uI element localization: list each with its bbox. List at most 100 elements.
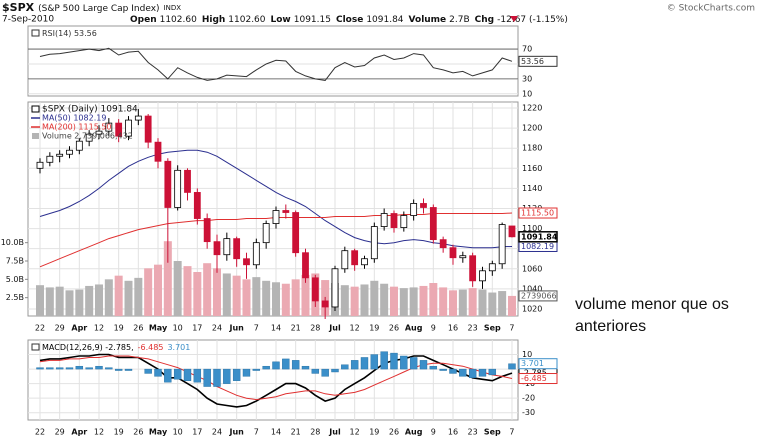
histogram-bar [75, 365, 84, 370]
legend-icon [31, 29, 40, 37]
volume-tick-label: 5.0B [6, 275, 24, 284]
volume-bar [222, 273, 231, 316]
y-tick-label: 1020 [522, 304, 542, 313]
legend-title: $SPX (Daily) 1091.84 [42, 105, 138, 115]
value-tag [518, 55, 558, 67]
legend-entry: MA(50) 1082.19 [42, 114, 106, 123]
candle-body [252, 242, 260, 266]
volume-bar [419, 285, 428, 316]
volume-bar [183, 266, 192, 316]
value-tag-label: 3.701 [521, 359, 544, 368]
y-tick-label: 30 [522, 74, 532, 83]
x-tick-label: 22 [35, 428, 45, 437]
candle-body [105, 122, 113, 132]
x-tick-label: Jul [328, 324, 341, 333]
annotation: anteriores [575, 318, 646, 335]
histogram-bar [213, 368, 221, 387]
volume-bar [360, 284, 369, 316]
x-tick-label: 16 [448, 428, 458, 437]
histogram-bar [55, 367, 64, 370]
quote-label: Close [336, 15, 363, 25]
histogram-bar [321, 368, 329, 377]
x-tick-label: 17 [192, 324, 202, 333]
histogram-bar [272, 361, 280, 370]
quote-label: Low [271, 15, 291, 25]
value-tag [518, 290, 558, 302]
legend-icon [31, 105, 40, 113]
y-tick-label: 1180 [522, 144, 542, 153]
x-tick-label: Sep [484, 324, 501, 333]
x-tick-label: 28 [310, 428, 320, 437]
candle-body [134, 115, 142, 121]
candle-body [56, 153, 64, 157]
volume-bar [458, 289, 467, 316]
histogram-bar [232, 368, 241, 381]
volume-bar [350, 286, 359, 316]
x-tick-label: 24 [212, 324, 222, 333]
x-tick-label: 21 [291, 324, 301, 333]
histogram-bar [429, 365, 438, 370]
candle-body [233, 238, 241, 260]
histogram-bar [65, 367, 74, 370]
candle-body [193, 192, 201, 219]
x-tick-label: 26 [389, 428, 399, 437]
volume-bar [232, 275, 241, 316]
volume-bar [271, 282, 280, 316]
x-tick-label: May [149, 324, 168, 333]
histogram-bar [360, 357, 369, 370]
volume-bar [124, 280, 133, 316]
x-tick-label: 28 [310, 324, 320, 333]
x-tick-label: 12 [94, 324, 104, 333]
x-tick-label: 29 [55, 324, 65, 333]
candle-body [439, 239, 447, 249]
quote-label: Open [130, 15, 157, 25]
x-tick-label: 26 [389, 324, 399, 333]
y-tick-label: -20 [522, 394, 535, 403]
candle-body [36, 161, 44, 169]
x-tick-label: Sep [484, 428, 501, 437]
candle-body [449, 247, 457, 259]
histogram-bar [154, 368, 162, 377]
value-tag-label: 1115.50 [521, 209, 554, 218]
histogram-bar [301, 365, 310, 370]
candle-body [420, 203, 427, 208]
candle-body [370, 226, 378, 260]
x-tick-label: 21 [291, 428, 301, 437]
candle-body [154, 141, 162, 162]
candle-body [311, 277, 319, 302]
x-tick-label: 19 [369, 324, 379, 333]
volume-bar [399, 288, 408, 316]
quote-label: Volume [409, 15, 447, 25]
histogram-bar [183, 368, 192, 381]
y-tick-label: 1100 [522, 224, 542, 233]
histogram-bar [331, 368, 339, 373]
quote-value: 2.7B [449, 15, 470, 25]
volume-bar [301, 274, 310, 316]
candle-body [164, 160, 172, 208]
histogram-bar [95, 365, 103, 370]
volume-bar [45, 287, 54, 316]
x-tick-label: 7 [509, 428, 514, 437]
candle-body [361, 258, 368, 266]
histogram-bar [459, 368, 467, 377]
quote-label: Chg [475, 15, 494, 25]
x-tick-label: 26 [133, 428, 143, 437]
histogram-bar [370, 354, 379, 370]
volume-bar [252, 277, 261, 316]
volume-tick-label: 2.5B [6, 293, 24, 302]
y-tick-label: 1220 [522, 104, 542, 113]
candle-body [488, 263, 496, 272]
value-tag [518, 358, 558, 370]
legend-entry: Volume 2,739,066,432 [42, 132, 133, 141]
y-tick-label: 10 [522, 89, 532, 98]
candle-body [498, 224, 506, 265]
volume-bar [55, 286, 64, 316]
date: 7-Sep-2010 [2, 15, 54, 25]
volume-bar [291, 279, 300, 316]
x-tick-label: 9 [431, 324, 436, 333]
volume-bar [380, 283, 389, 316]
volume-bar [163, 241, 172, 316]
x-tick-label: Apr [71, 324, 87, 333]
volume-bar [193, 272, 202, 316]
series-line [39, 353, 513, 408]
